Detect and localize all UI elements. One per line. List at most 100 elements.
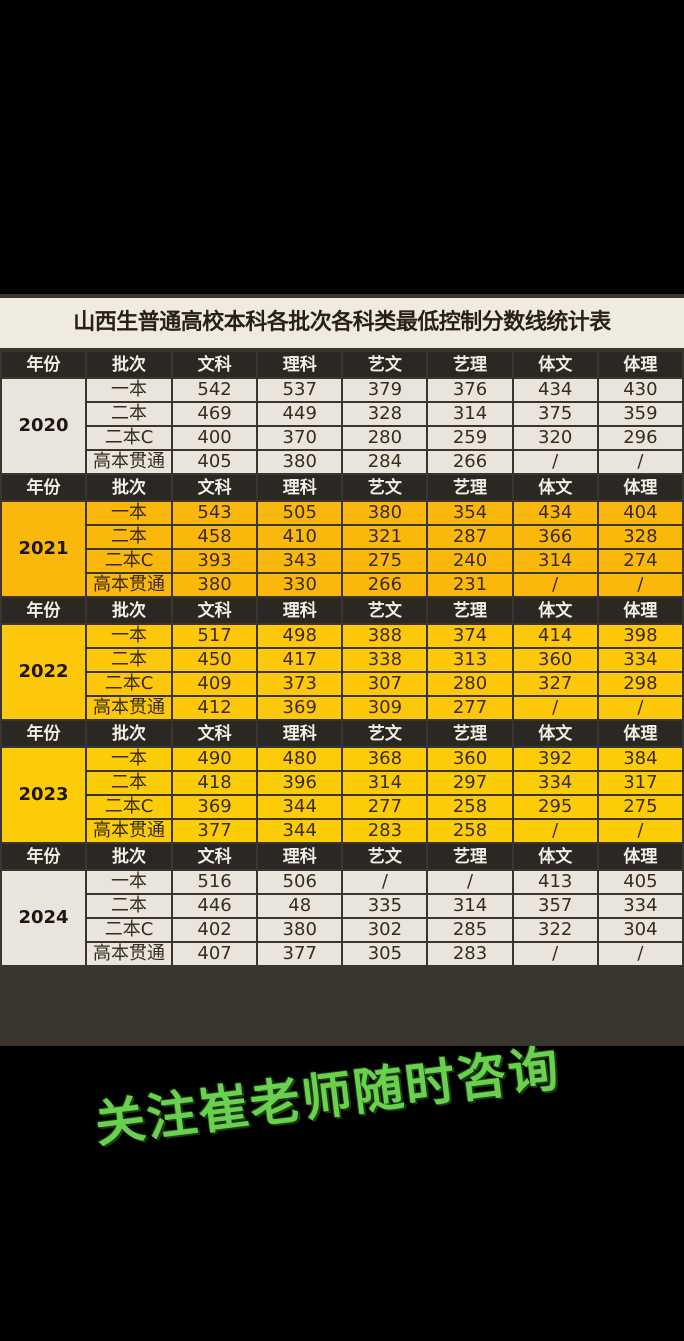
score-cell: 380 [170, 572, 259, 598]
column-header: 体理 [596, 842, 684, 871]
batch-cell: 二本C [85, 425, 173, 451]
score-cell: 377 [170, 818, 259, 844]
batch-cell: 二本C [85, 548, 173, 574]
column-header: 批次 [85, 719, 173, 748]
column-header: 艺理 [426, 596, 514, 625]
score-cell: 360 [426, 746, 514, 772]
table-row: 高本贯通 380 330 266 231// [1, 572, 684, 598]
score-cell: 335 [341, 893, 429, 919]
score-cell: 392 [511, 746, 599, 772]
score-cell: 284 [341, 449, 429, 475]
column-header: 体理 [596, 596, 684, 625]
score-cell: / [511, 449, 599, 475]
score-cell: 407 [170, 941, 259, 967]
score-cell: 275 [596, 794, 684, 820]
batch-cell: 一本 [85, 746, 173, 772]
score-cell: 505 [256, 500, 344, 526]
score-cell: 369 [256, 695, 344, 721]
score-cell: 516 [170, 869, 259, 895]
score-table-sheet: 山西生普通高校本科各批次各科类最低控制分数线统计表 年份 批次 文科 理科 艺文 艺理 体文… [0, 294, 684, 1046]
score-cell: 396 [256, 770, 344, 796]
score-table: 年份 批次 文科 理科 艺文 艺理 体文 体理 2020 一本 542 537 379 376 434 430… [0, 350, 684, 967]
score-cell: 258 [426, 794, 514, 820]
table-row: 二本C 369 344 277 258 295 275 [1, 794, 684, 820]
table-row: 二本 469 449 328 314 375 359 [1, 401, 684, 427]
score-cell: 344 [256, 794, 344, 820]
score-cell: 405 [170, 449, 259, 475]
column-header: 年份 [0, 596, 87, 625]
column-header: 文科 [170, 473, 259, 502]
score-cell: 370 [256, 425, 344, 451]
table-row: 二本C 409 373 307 280 327 298 [1, 671, 684, 697]
score-cell: 393 [170, 548, 259, 574]
score-cell: 377 [256, 941, 344, 967]
score-cell: 375 [511, 401, 599, 427]
column-header: 艺理 [426, 473, 514, 502]
column-header: 艺文 [341, 842, 429, 871]
batch-cell: 二本 [85, 770, 173, 796]
column-header: 年份 [0, 842, 87, 871]
score-cell: / [511, 941, 599, 967]
score-cell: 307 [341, 671, 429, 697]
table-row: 2020 一本 542 537 379 376 434 430 [0, 377, 684, 475]
score-cell: 280 [341, 425, 429, 451]
column-header: 年份 [0, 350, 87, 379]
column-header: 艺文 [341, 473, 429, 502]
score-cell: 409 [170, 671, 259, 697]
table-row: 二本 446 48 335 314 357 334 [1, 893, 684, 919]
score-cell: 388 [341, 623, 429, 649]
column-header: 理科 [256, 719, 344, 748]
score-cell: 360 [511, 647, 599, 673]
batch-cell: 一本 [85, 869, 173, 895]
score-cell: 328 [596, 524, 684, 550]
score-cell: 402 [170, 917, 259, 943]
table-row: 二本C 402 380 302 285 322 304 [1, 917, 684, 943]
table-row: 二本 418 396 314 297 334 317 [1, 770, 684, 796]
score-cell: 434 [511, 500, 599, 526]
column-header: 体文 [511, 350, 599, 379]
score-cell: 450 [170, 647, 259, 673]
column-header: 理科 [256, 842, 344, 871]
score-cell: 412 [170, 695, 259, 721]
header-row: 年份 批次 文科 理科 艺文 艺理 体文 体理 [0, 473, 684, 502]
score-cell: 240 [426, 548, 514, 574]
score-cell: 297 [426, 770, 514, 796]
score-cell: 314 [341, 770, 429, 796]
score-cell: 334 [511, 770, 599, 796]
score-cell: 48 [256, 893, 344, 919]
column-header: 批次 [85, 473, 173, 502]
batch-cell: 高本贯通 [85, 572, 173, 598]
column-header: 体理 [596, 719, 684, 748]
table-row: 二本C 400 370 280 259 320 296 [1, 425, 684, 451]
score-cell: 322 [511, 917, 599, 943]
batch-cell: 二本C [85, 671, 173, 697]
score-cell: 320 [511, 425, 599, 451]
score-cell: 374 [426, 623, 514, 649]
column-header: 文科 [170, 842, 259, 871]
column-header: 体理 [596, 473, 684, 502]
score-cell: 302 [341, 917, 429, 943]
score-cell: / [596, 818, 684, 844]
score-cell: 330 [256, 572, 344, 598]
score-cell: / [511, 818, 599, 844]
score-cell: 313 [426, 647, 514, 673]
year-cell: 2023 [0, 746, 87, 844]
score-cell: 537 [256, 377, 344, 403]
score-cell: 398 [596, 623, 684, 649]
score-cell: 458 [170, 524, 259, 550]
column-header: 文科 [170, 596, 259, 625]
score-cell: / [341, 869, 429, 895]
score-cell: 275 [341, 548, 429, 574]
column-header: 体文 [511, 596, 599, 625]
score-cell: / [596, 941, 684, 967]
batch-cell: 二本C [85, 917, 173, 943]
score-cell: / [596, 695, 684, 721]
table-row: 二本 450 417 338 313 360 334 [1, 647, 684, 673]
score-cell: 295 [511, 794, 599, 820]
year-cell: 2021 [0, 500, 87, 598]
column-header: 年份 [0, 473, 87, 502]
batch-cell: 一本 [85, 377, 173, 403]
score-cell: 314 [426, 401, 514, 427]
score-cell: 379 [341, 377, 429, 403]
promo-caption: 关注崔老师随时咨询 [91, 1039, 564, 1154]
